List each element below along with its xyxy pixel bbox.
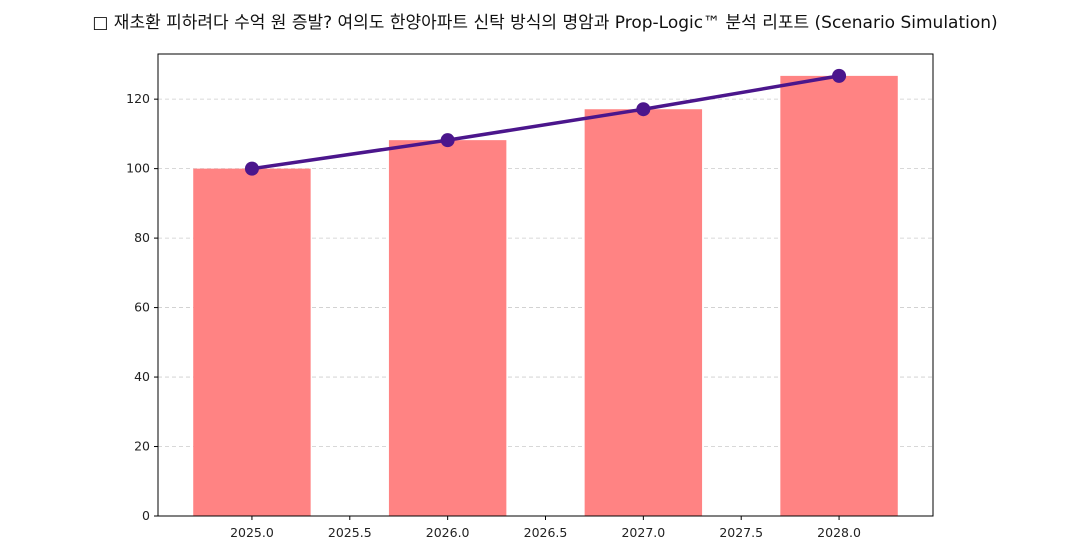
y-tick-label: 60: [134, 300, 150, 315]
line-point: [832, 68, 847, 83]
y-tick-label: 40: [134, 369, 150, 384]
line-point: [636, 102, 651, 117]
y-tick-label: 0: [142, 508, 150, 523]
line-point: [440, 133, 455, 148]
x-tick-label: 2025.5: [328, 525, 372, 540]
bar: [584, 109, 703, 517]
x-tick-label: 2026.5: [524, 525, 568, 540]
y-tick-label: 80: [134, 230, 150, 245]
y-tick-label: 100: [126, 161, 150, 176]
x-tick-label: 2027.0: [621, 525, 665, 540]
bar: [388, 140, 507, 516]
bar: [780, 75, 898, 516]
y-tick-label: 120: [126, 91, 150, 106]
x-tick-label: 2026.0: [426, 525, 470, 540]
x-tick-label: 2027.5: [719, 525, 763, 540]
chart-title: □ 재초환 피하려다 수억 원 증발? 여의도 한양아파트 신탁 방식의 명암과…: [92, 13, 998, 33]
line-point: [244, 161, 259, 176]
x-tick-label: 2028.0: [817, 525, 861, 540]
y-tick-label: 20: [134, 439, 150, 454]
x-tick-label: 2025.0: [230, 525, 274, 540]
bar: [193, 168, 311, 516]
series-line: [251, 74, 840, 171]
plot-frame: [157, 53, 934, 517]
